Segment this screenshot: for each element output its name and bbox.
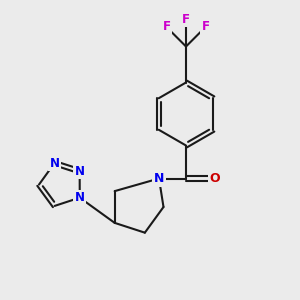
Text: F: F — [182, 13, 190, 26]
Text: O: O — [209, 172, 220, 185]
Text: N: N — [75, 165, 85, 178]
Text: F: F — [163, 20, 170, 34]
Text: N: N — [154, 172, 164, 185]
Text: N: N — [50, 157, 59, 169]
Text: F: F — [202, 20, 209, 34]
Text: N: N — [75, 191, 85, 204]
